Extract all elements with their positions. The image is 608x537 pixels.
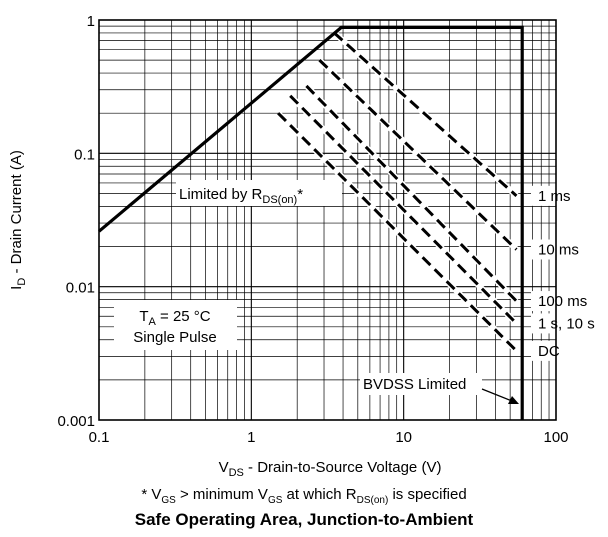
- footnote-vgs1-sub: GS: [161, 495, 176, 506]
- series-label-bg-4: [531, 340, 608, 361]
- x-axis-label-rest: - Drain-to-Source Voltage (V): [244, 459, 442, 476]
- series-lines: 1 ms 10 ms 100 ms 1 s, 10 s DC: [276, 30, 608, 361]
- series-label-0: 1 ms: [538, 188, 571, 205]
- soa-boundary: [97, 25, 524, 420]
- series-label-2: 100 ms: [538, 293, 587, 310]
- x-axis-label-sub: DS: [229, 467, 244, 479]
- footnote-end: is specified: [388, 486, 467, 503]
- y-tick-label: 1: [87, 13, 95, 30]
- footnote-at: at which: [282, 486, 346, 503]
- bvdss-arrow-line: [481, 388, 513, 402]
- y-tick-label: 0.001: [57, 413, 95, 430]
- soa-chart: 1 ms 10 ms 100 ms 1 s, 10 s DC 0.1 1 10 100 0.00…: [8, 13, 608, 479]
- bvdss-label: BVDSS Limited: [363, 376, 466, 393]
- ta-label-main: T: [139, 308, 148, 325]
- rds-label-star: *: [297, 186, 303, 203]
- ta-label-sub: A: [149, 316, 157, 328]
- y-axis-label-main: I: [8, 286, 25, 290]
- plot-frame: [98, 19, 557, 421]
- bvdss-label-bg: [360, 373, 482, 395]
- x-axis-label-main: V: [219, 459, 229, 476]
- series-line-0: [333, 31, 518, 197]
- x-axis-label: VDS - Drain-to-Source Voltage (V): [219, 459, 442, 479]
- ta-label-rest: = 25 °C: [156, 308, 211, 325]
- y-tick-label: 0.01: [66, 280, 95, 297]
- series-label-1: 10 ms: [538, 241, 579, 258]
- bvdss-arrow-head: [508, 396, 519, 404]
- footnote-vgs1: V: [151, 486, 162, 503]
- y-axis-label-rest: - Drain Current (A): [8, 150, 25, 278]
- x-tick-label: 10: [395, 429, 412, 446]
- x-tick-label: 100: [543, 429, 568, 446]
- footnote-rds-sub: DS(on): [356, 495, 389, 506]
- boundary-group: [97, 25, 524, 420]
- series-label-bg-2: [531, 291, 608, 312]
- series-label-bg-0: [531, 185, 608, 206]
- series-label-bg-3: [531, 313, 608, 334]
- footnote-mid: > minimum: [175, 486, 258, 503]
- y-axis-label-sub: D: [16, 278, 28, 286]
- ta-label: TA = 25 °C: [139, 308, 210, 328]
- y-tick-label: 0.1: [74, 146, 95, 163]
- tick-labels: 0.1 1 10 100 0.001 0.01 0.1 1: [57, 13, 568, 446]
- series-label-4: DC: [538, 343, 560, 360]
- series-halo-4: [276, 111, 519, 353]
- series-line-1: [318, 59, 518, 251]
- footnote-vgs2-sub: GS: [267, 495, 283, 506]
- series-line-4: [277, 112, 518, 352]
- series-label-3: 1 s, 10 s: [538, 315, 595, 332]
- y-axis-label: ID - Drain Current (A): [8, 150, 28, 290]
- footnote-star: *: [141, 486, 152, 503]
- series-line-3: [289, 94, 518, 325]
- conditions-box: [114, 300, 237, 350]
- footnote-vgs2: V: [257, 486, 268, 503]
- x-tick-label: 1: [247, 429, 255, 446]
- rds-label-main: Limited by R: [179, 186, 263, 203]
- series-halo-2: [304, 83, 519, 304]
- footnote-rds: R: [345, 486, 357, 503]
- single-pulse-label: Single Pulse: [133, 329, 216, 346]
- footnote: * VGS > minimum VGS at which RDS(on) is …: [0, 486, 608, 506]
- chart-title: Safe Operating Area, Junction-to-Ambient: [134, 510, 474, 529]
- rds-label-bg: [176, 180, 342, 206]
- rds-label: Limited by RDS(on)*: [179, 186, 303, 206]
- rds-label-sub: DS(on): [262, 194, 297, 206]
- x-tick-label: 0.1: [89, 429, 110, 446]
- series-label-bg-1: [531, 239, 608, 260]
